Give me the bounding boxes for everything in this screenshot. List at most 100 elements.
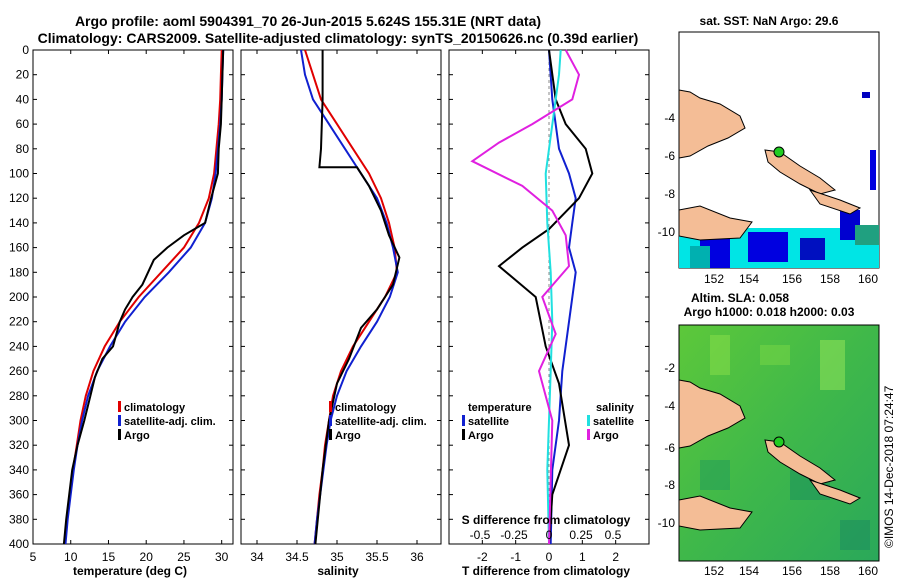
legend-label-argo: Argo bbox=[124, 430, 150, 442]
sst-ytick: -8 bbox=[664, 187, 675, 201]
sla-xtick: 156 bbox=[782, 564, 802, 578]
x-tick-label: 30 bbox=[215, 550, 229, 564]
series-line-argo bbox=[314, 50, 401, 545]
sla-ytick: -6 bbox=[664, 441, 675, 455]
depth-tick-label: 260 bbox=[9, 364, 29, 378]
sla-ytick: -10 bbox=[658, 516, 676, 530]
sst-xtick: 160 bbox=[858, 272, 878, 286]
x-tick-label: 36 bbox=[410, 550, 424, 564]
depth-tick-label: 40 bbox=[16, 92, 30, 106]
argo-position-marker bbox=[773, 436, 785, 448]
depth-tick-label: 300 bbox=[9, 414, 29, 428]
x-tick-label: 2 bbox=[612, 550, 619, 564]
s-tick: -0.5 bbox=[470, 528, 491, 542]
depth-tick-label: 100 bbox=[9, 167, 29, 181]
salinity-legend: climatology satellite-adj. clim. Argo bbox=[329, 401, 427, 442]
legend-title-temperature: temperature bbox=[468, 402, 532, 414]
sla-map-title: Altim. SLA: 0.058 bbox=[691, 291, 789, 305]
x-tick-label: 15 bbox=[102, 550, 116, 564]
land-new-guinea bbox=[678, 89, 746, 159]
figure-title-line1: Argo profile: aoml 5904391_70 26-Jun-201… bbox=[75, 13, 541, 29]
depth-tick-label: 320 bbox=[9, 438, 29, 452]
sla-xtick: 158 bbox=[820, 564, 840, 578]
depth-tick-label: 60 bbox=[16, 117, 30, 131]
x-tick-label: 35 bbox=[330, 550, 344, 564]
legend-swatch-t-satellite bbox=[462, 415, 465, 426]
legend-swatch-s-argo bbox=[587, 429, 590, 440]
sla-xtick: 160 bbox=[858, 564, 878, 578]
depth-tick-label: 220 bbox=[9, 315, 29, 329]
land-new-guinea bbox=[678, 379, 746, 449]
argo-position-marker bbox=[773, 146, 785, 158]
x-tick-label: 25 bbox=[177, 550, 191, 564]
sst-map-ticks: -4 -6 -8 -10 152 154 156 158 160 bbox=[658, 111, 879, 286]
depth-tick-label: 340 bbox=[9, 463, 29, 477]
sla-texture bbox=[700, 335, 870, 550]
series-line-s-satellite bbox=[544, 49, 562, 545]
legend-label-satellite: satellite-adj. clim. bbox=[335, 416, 427, 428]
x-tick-label: 35.5 bbox=[365, 550, 389, 564]
x-tick-label: 34 bbox=[250, 550, 264, 564]
depth-tick-label: 380 bbox=[9, 512, 29, 526]
sla-xtick: 152 bbox=[704, 564, 724, 578]
difference-xlabel: T difference from climatology bbox=[462, 564, 630, 578]
legend-label-climatology: climatology bbox=[124, 402, 186, 414]
sla-ytick: -2 bbox=[664, 361, 675, 375]
depth-tick-label: 140 bbox=[9, 216, 29, 230]
land-island bbox=[808, 189, 862, 215]
legend-swatch-t-argo bbox=[462, 429, 465, 440]
sst-xtick: 158 bbox=[820, 272, 840, 286]
figure-title-line2: Climatology: CARS2009. Satellite-adjuste… bbox=[38, 30, 639, 46]
salinity-plot: 34 34.5 35 35.5 36 bbox=[250, 49, 424, 564]
sst-xtick: 152 bbox=[704, 272, 724, 286]
legend-swatch-climatology bbox=[329, 401, 332, 412]
sla-map-ticks: -2 -4 -6 -8 -10 152 154 156 158 160 bbox=[658, 361, 879, 578]
sst-data-cells bbox=[679, 92, 879, 268]
land-bougainville bbox=[764, 149, 837, 195]
x-tick-label: 10 bbox=[64, 550, 78, 564]
x-tick-label: -1 bbox=[510, 550, 521, 564]
depth-tick-label: 20 bbox=[16, 68, 30, 82]
depth-tick-label: 80 bbox=[16, 142, 30, 156]
legend-swatch-argo bbox=[118, 429, 121, 440]
sst-map-title: sat. SST: NaN Argo: 29.6 bbox=[700, 14, 839, 28]
s-tick: -0.25 bbox=[500, 528, 528, 542]
sla-xtick: 154 bbox=[739, 564, 759, 578]
sst-xtick: 156 bbox=[782, 272, 802, 286]
depth-tick-label: 360 bbox=[9, 488, 29, 502]
legend-label-satellite: satellite-adj. clim. bbox=[124, 416, 216, 428]
salinity-xlabel: salinity bbox=[317, 564, 359, 578]
legend-swatch-satellite bbox=[329, 415, 332, 426]
temperature-xlabel: temperature (deg C) bbox=[73, 564, 187, 578]
land-solomon-south bbox=[678, 205, 753, 241]
x-tick-label: 1 bbox=[579, 550, 586, 564]
sla-map bbox=[678, 324, 880, 562]
s-tick: 0.5 bbox=[605, 528, 622, 542]
temperature-legend: climatology satellite-adj. clim. Argo bbox=[118, 401, 216, 442]
legend-label-s-satellite: satellite bbox=[593, 416, 634, 428]
x-tick-label: 5 bbox=[30, 550, 37, 564]
x-tick-label: -2 bbox=[477, 550, 488, 564]
depth-tick-label: 240 bbox=[9, 339, 29, 353]
series-line-argo bbox=[62, 49, 225, 545]
series-line-t-argo bbox=[497, 49, 594, 545]
credit-text: ©IMOS 14-Dec-2018 07:24:47 bbox=[882, 385, 896, 548]
land-island bbox=[808, 479, 862, 505]
legend-title-salinity: salinity bbox=[596, 402, 635, 414]
series-line-t-satellite bbox=[548, 49, 577, 545]
sst-ytick: -4 bbox=[664, 111, 675, 125]
difference-salinity-legend: salinity satellite Argo bbox=[587, 402, 635, 442]
difference-temperature-legend: temperature satellite Argo bbox=[462, 402, 532, 442]
legend-label-s-argo: Argo bbox=[593, 430, 619, 442]
legend-swatch-climatology bbox=[118, 401, 121, 412]
legend-swatch-satellite bbox=[118, 415, 121, 426]
sla-ytick: -8 bbox=[664, 478, 675, 492]
s-tick: 0 bbox=[546, 528, 553, 542]
sst-xtick: 154 bbox=[739, 272, 759, 286]
x-tick-label: 20 bbox=[140, 550, 154, 564]
difference-plot: -2 -1 0 1 2 bbox=[470, 49, 619, 564]
x-tick-label: 34.5 bbox=[285, 550, 309, 564]
s-tick: 0.25 bbox=[569, 528, 593, 542]
legend-label-climatology: climatology bbox=[335, 402, 397, 414]
